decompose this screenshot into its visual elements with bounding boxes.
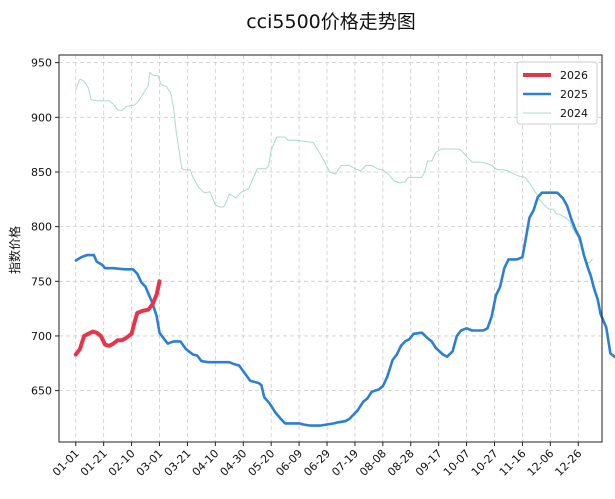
x-tick-label: 04-10 xyxy=(190,447,222,479)
x-tick-label: 11-16 xyxy=(497,447,529,479)
y-axis-label: 指数价格 xyxy=(7,226,22,274)
x-tick-label: 05-20 xyxy=(245,447,277,479)
series-line-2026 xyxy=(73,279,162,357)
x-tick-label: 08-28 xyxy=(385,447,417,479)
series-line-2025 xyxy=(74,191,615,427)
x-tick-label: 02-10 xyxy=(106,447,138,479)
series-line-2024 xyxy=(75,72,593,264)
chart-title: cci5500价格走势图 xyxy=(246,11,416,33)
y-tick-label: 850 xyxy=(31,166,52,179)
x-tick-label: 10-27 xyxy=(469,447,501,479)
legend-label-2024: 2024 xyxy=(560,107,588,120)
x-tick-label: 06-09 xyxy=(273,447,305,479)
legend-box xyxy=(516,61,598,125)
x-tick-label: 08-08 xyxy=(357,447,389,479)
x-tick-label: 04-30 xyxy=(218,447,250,479)
y-tick-label: 800 xyxy=(31,221,52,234)
y-tick-label: 650 xyxy=(31,385,52,398)
x-tick-label: 03-21 xyxy=(162,447,194,479)
y-tick-label: 700 xyxy=(31,330,52,343)
x-tick-label: 09-17 xyxy=(413,447,445,479)
y-tick-label: 900 xyxy=(31,111,52,124)
x-tick-label: 07-19 xyxy=(329,447,361,479)
series-lines xyxy=(73,72,615,427)
y-tick-label: 950 xyxy=(31,57,52,70)
x-tick-label: 01-21 xyxy=(78,447,110,479)
legend-label-2026: 2026 xyxy=(560,69,588,82)
x-tick-label: 06-29 xyxy=(301,447,333,479)
plot-area-frame xyxy=(58,54,603,443)
grid xyxy=(59,55,602,442)
x-tick-label: 03-01 xyxy=(134,447,166,479)
legend: 2026 2025 2024 xyxy=(516,61,598,125)
x-tick-label: 12-06 xyxy=(525,447,557,479)
x-tick-label: 10-07 xyxy=(441,447,473,479)
x-tick-label: 12-26 xyxy=(553,447,585,479)
y-tick-label: 750 xyxy=(31,275,52,288)
x-tick-label: 01-01 xyxy=(50,447,82,479)
legend-label-2025: 2025 xyxy=(560,88,588,101)
